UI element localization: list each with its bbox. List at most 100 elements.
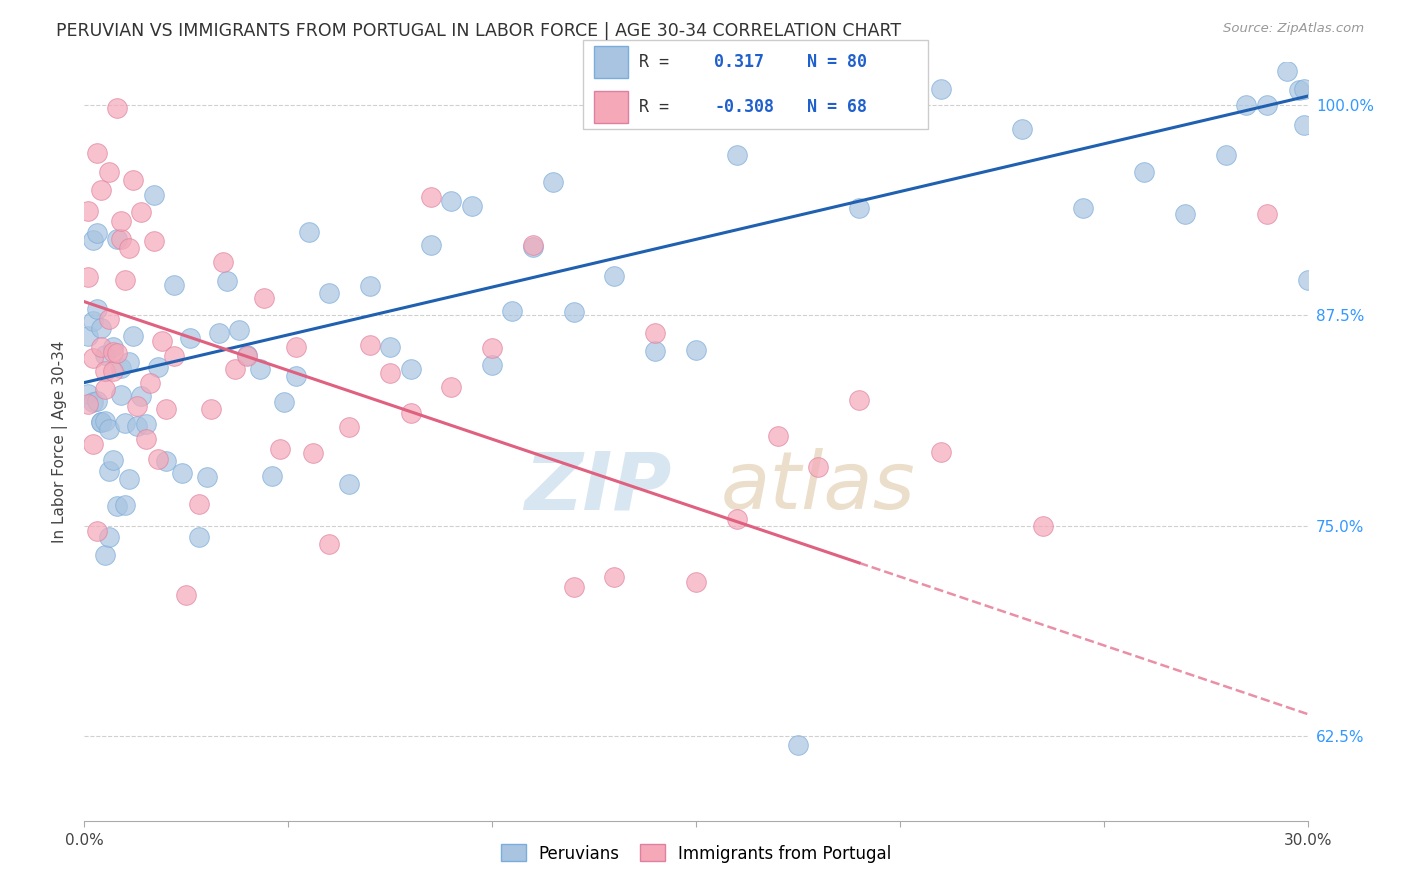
Point: [122, 173, 145, 187]
Point: [77, 269, 100, 284]
Point: [807, 459, 830, 474]
Point: [172, 466, 194, 480]
Text: R =: R =: [638, 54, 669, 71]
Point: [420, 190, 443, 204]
Point: [146, 451, 169, 466]
Point: [118, 242, 141, 256]
Point: [174, 588, 197, 602]
Point: [142, 187, 165, 202]
Point: [236, 348, 259, 362]
Point: [101, 363, 124, 377]
Point: [502, 304, 524, 318]
Point: [93, 382, 115, 396]
Point: [90, 340, 112, 354]
Point: [212, 255, 235, 269]
Text: Source: ZipAtlas.com: Source: ZipAtlas.com: [1223, 22, 1364, 36]
Point: [249, 362, 271, 376]
Point: [603, 268, 626, 283]
Point: [110, 232, 132, 246]
Point: [848, 393, 870, 408]
Point: [380, 367, 402, 381]
Point: [97, 530, 120, 544]
Point: [110, 360, 132, 375]
Point: [1292, 81, 1315, 95]
Text: N = 68: N = 68: [807, 98, 868, 116]
Point: [359, 278, 381, 293]
Point: [179, 331, 201, 345]
Point: [131, 389, 153, 403]
Point: [522, 238, 544, 252]
Point: [298, 225, 321, 239]
Point: [399, 362, 422, 376]
Text: N = 80: N = 80: [807, 54, 868, 71]
Point: [1256, 207, 1278, 221]
Point: [142, 234, 165, 248]
Point: [399, 406, 422, 420]
Point: [105, 232, 128, 246]
Point: [105, 499, 128, 513]
Text: ZIP: ZIP: [524, 448, 672, 526]
Point: [929, 444, 952, 458]
Point: [1296, 273, 1319, 287]
Point: [1073, 202, 1095, 216]
Point: [1288, 83, 1310, 97]
Point: [1011, 122, 1033, 136]
Point: [208, 326, 231, 340]
Point: [380, 340, 402, 354]
Point: [603, 569, 626, 583]
Text: 0.317: 0.317: [714, 54, 765, 71]
Point: [420, 237, 443, 252]
Point: [90, 321, 112, 335]
Point: [163, 278, 186, 293]
FancyBboxPatch shape: [593, 46, 628, 78]
Point: [228, 323, 250, 337]
Point: [93, 414, 115, 428]
Point: [725, 147, 748, 161]
Point: [86, 227, 108, 241]
Point: [285, 340, 308, 354]
Point: [1292, 118, 1315, 132]
Point: [86, 394, 108, 409]
FancyBboxPatch shape: [593, 91, 628, 123]
Y-axis label: In Labor Force | Age 30-34: In Labor Force | Age 30-34: [52, 340, 69, 543]
Point: [77, 328, 100, 343]
Text: PERUVIAN VS IMMIGRANTS FROM PORTUGAL IN LABOR FORCE | AGE 30-34 CORRELATION CHAR: PERUVIAN VS IMMIGRANTS FROM PORTUGAL IN …: [56, 22, 901, 40]
Point: [195, 470, 218, 484]
Point: [1236, 97, 1258, 112]
Point: [440, 194, 463, 208]
Point: [93, 548, 115, 562]
Point: [86, 301, 108, 316]
Point: [1032, 518, 1054, 533]
Point: [318, 286, 340, 301]
FancyBboxPatch shape: [583, 40, 928, 129]
Point: [82, 437, 104, 451]
Point: [301, 446, 323, 460]
Point: [122, 329, 145, 343]
Point: [101, 340, 124, 354]
Point: [90, 415, 112, 429]
Point: [77, 387, 100, 401]
Point: [105, 101, 128, 115]
Point: [90, 415, 112, 429]
Point: [138, 376, 160, 390]
Point: [522, 240, 544, 254]
Point: [101, 453, 124, 467]
Point: [127, 399, 149, 413]
Point: [787, 738, 810, 752]
Point: [481, 358, 503, 372]
Point: [217, 274, 239, 288]
Point: [127, 418, 149, 433]
Point: [150, 334, 173, 348]
Point: [86, 145, 108, 160]
Point: [77, 397, 100, 411]
Point: [82, 313, 104, 327]
Point: [1133, 165, 1156, 179]
Point: [118, 472, 141, 486]
Point: [90, 183, 112, 197]
Point: [93, 364, 115, 378]
Point: [929, 82, 952, 96]
Point: [461, 198, 484, 212]
Point: [236, 350, 259, 364]
Point: [82, 395, 104, 409]
Point: [187, 531, 209, 545]
